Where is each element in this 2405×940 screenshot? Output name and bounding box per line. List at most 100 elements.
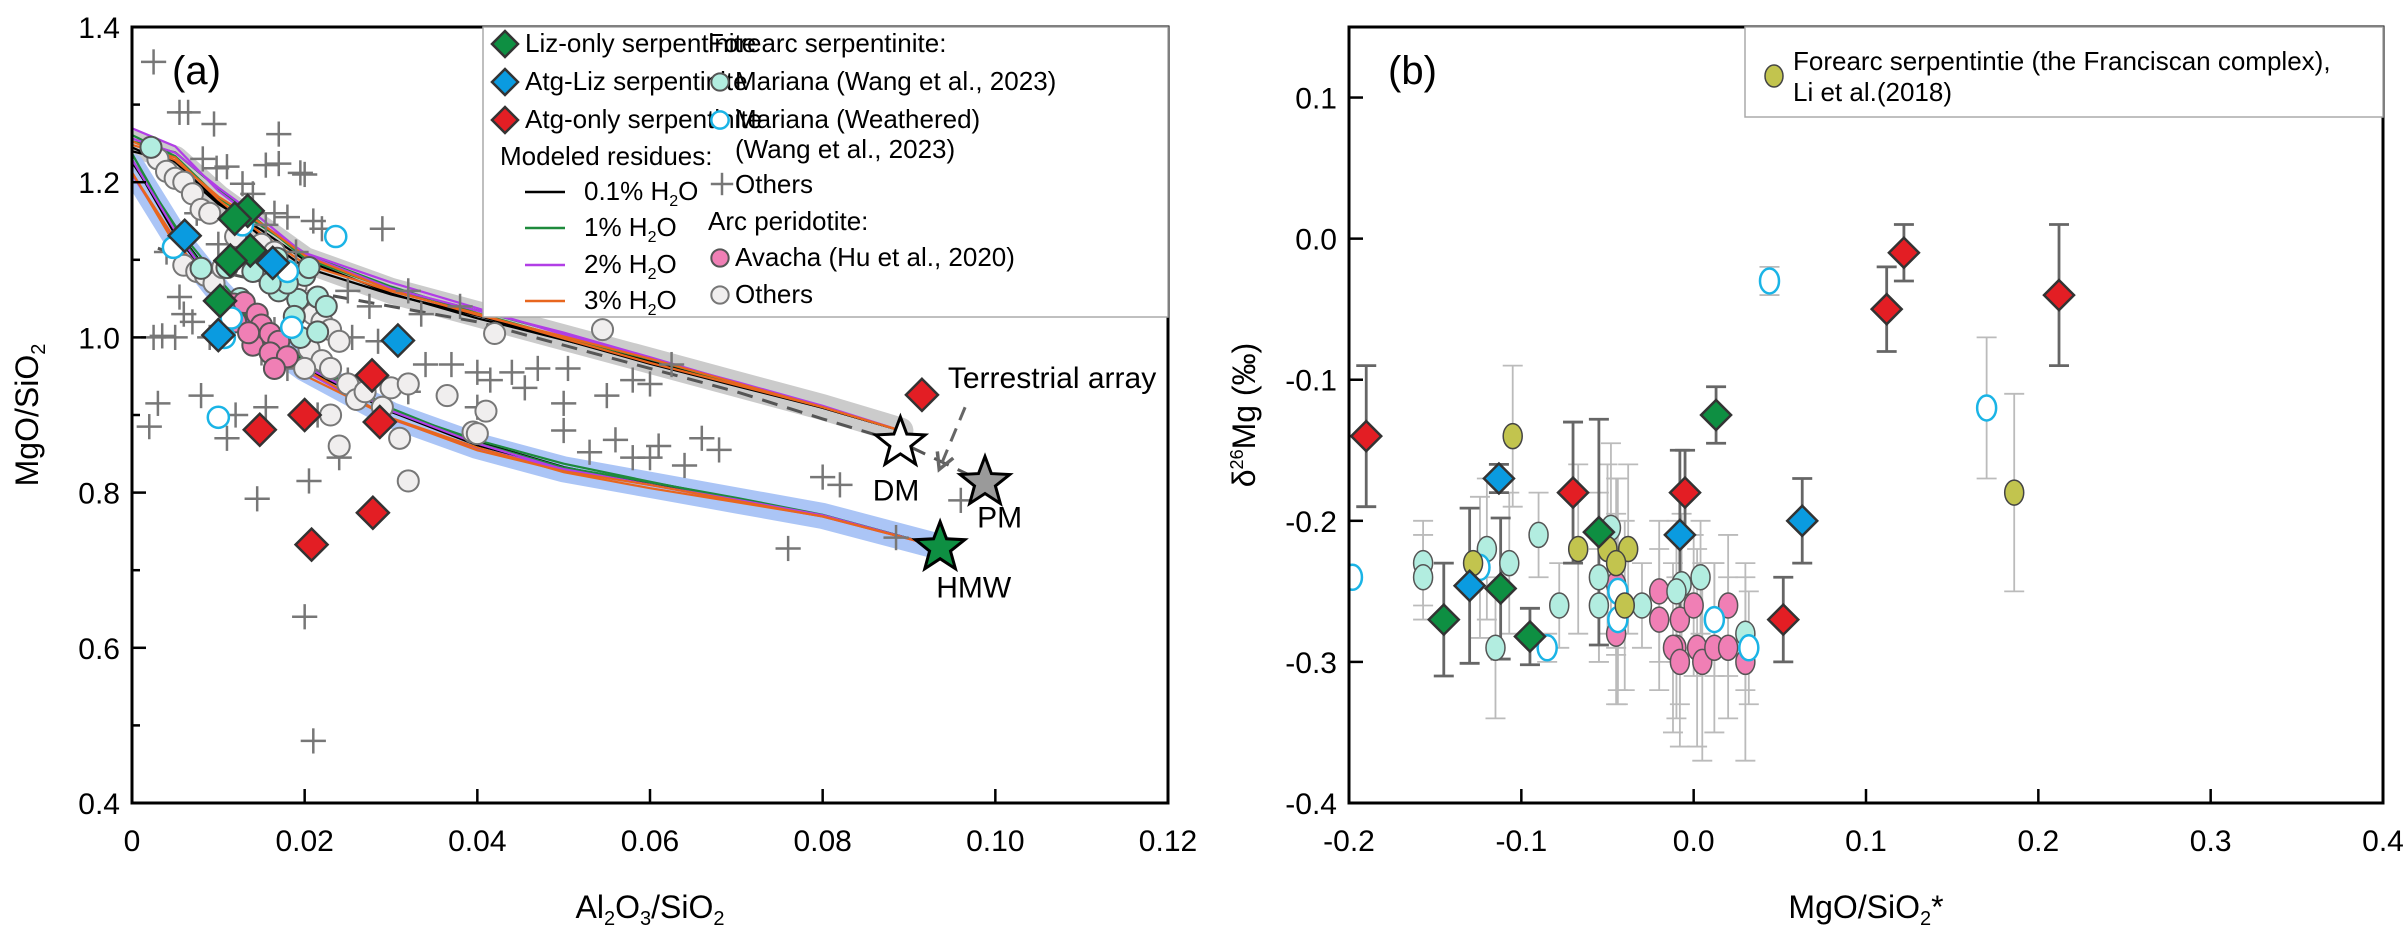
point-others_cross	[201, 111, 227, 137]
point-franciscan	[2003, 479, 2025, 506]
error-bars	[1356, 223, 2070, 762]
y-tick-label: 1.4	[78, 12, 120, 45]
point-others_cross	[637, 371, 663, 397]
point-others_circle	[590, 318, 615, 342]
star-dm	[871, 412, 930, 468]
panel-a: 0 0.02 0.04 0.06 0.08 0.10 0.12 0.4 0.6 0.8 1.0 1.2…	[9, 12, 1197, 930]
point-others_circle	[319, 403, 343, 427]
point-avacha	[262, 356, 286, 380]
annotation-terrestrial-array: Terrestrial array	[948, 362, 1156, 395]
point-others_cross	[464, 359, 490, 385]
point-mariana_weathered	[1758, 267, 1781, 295]
point-avacha	[1648, 578, 1670, 605]
arrow-head	[935, 451, 955, 473]
terrestrial-arrow	[937, 406, 967, 470]
point-others_cross	[145, 390, 171, 416]
point-others_cross	[395, 278, 421, 304]
y-tick-label: 0.8	[78, 478, 120, 511]
point-avacha	[1717, 592, 1739, 619]
y-axis-title: MgO/SiO2	[9, 344, 50, 487]
point-mariana_weathered	[1975, 394, 1998, 422]
annotation-dm: DM	[873, 474, 920, 507]
point-mariana	[1666, 578, 1687, 605]
point-others_cross	[883, 525, 909, 551]
point-others_cross	[447, 293, 473, 319]
y-tick-label: 0.4	[78, 788, 120, 821]
point-others_cross	[412, 351, 439, 378]
point-franciscan	[1502, 422, 1523, 450]
legend-heading: Arc peridotite:	[708, 206, 868, 236]
model-curve-h2o_3	[132, 140, 901, 432]
x-tick-label: 0.02	[275, 825, 333, 858]
point-mariana	[189, 256, 213, 280]
point-others_cross	[296, 468, 322, 494]
legend-marker-atg_only	[490, 105, 520, 135]
point-atg_liz	[200, 317, 237, 353]
point-atg_only	[1766, 602, 1801, 637]
point-atg_liz	[380, 322, 416, 359]
legend-marker-avacha	[710, 248, 730, 268]
point-others_cross	[266, 121, 292, 147]
point-mariana	[1548, 592, 1570, 619]
legend-label: Liz-only serpentinite	[525, 28, 756, 58]
x-axis-title: MgO/SiO2*	[1788, 889, 1943, 930]
legend-label: 1% H2O	[584, 212, 677, 246]
point-liz_only	[1699, 398, 1733, 432]
legend-label: Mariana (Wang et al., 2023)	[735, 66, 1056, 96]
annotation-hmw: HMW	[936, 571, 1012, 604]
point-mariana_weathered	[1349, 563, 1364, 592]
x-tick-label: 0.1	[1845, 825, 1887, 858]
point-mariana	[314, 294, 338, 318]
point-liz_only	[216, 200, 253, 237]
point-others_cross	[512, 375, 538, 401]
legend-label: 0.1% H2O	[584, 176, 698, 210]
point-mariana	[1528, 521, 1549, 549]
y-axis-title: δ26Mg (‰)	[1226, 343, 1262, 488]
point-mariana	[1588, 592, 1610, 619]
point-atg_liz	[254, 245, 291, 281]
point-liz_only	[212, 242, 249, 279]
y-tick-label: 0.1	[1295, 83, 1337, 116]
legend-label: 2% H2O	[584, 249, 677, 283]
point-others_cross	[292, 161, 318, 188]
plot-frame	[1347, 25, 2385, 805]
point-others_cross	[646, 433, 672, 459]
x-tick-label: 0.08	[793, 825, 851, 858]
axes: -0.2 -0.1 0.0 0.1 0.2 0.3 0.4 -0.4 -0.3 -0.2 -0.1 0…	[1285, 83, 2404, 858]
point-others_cross	[602, 427, 629, 453]
point-others_cross	[555, 355, 581, 382]
point-others_cross	[204, 155, 230, 181]
point-others_cross	[300, 728, 326, 754]
point-mariana	[1485, 634, 1506, 662]
point-others_cross	[438, 351, 465, 378]
point-others_cross	[253, 394, 279, 420]
point-others_cross	[190, 146, 216, 172]
point-others_cross	[175, 99, 201, 125]
data-points	[1349, 235, 2076, 676]
point-others_circle	[388, 426, 412, 450]
point-avacha	[1648, 606, 1670, 633]
point-others_cross	[188, 383, 214, 409]
point-others_cross	[149, 323, 175, 349]
point-others_cross	[356, 293, 383, 319]
point-franciscan	[1614, 592, 1635, 619]
legend-label: Forearc serpentintie (the Franciscan com…	[1793, 46, 2331, 76]
x-tick-label: 0.12	[1139, 825, 1197, 858]
point-mariana	[306, 320, 330, 344]
point-atg_only	[242, 411, 278, 448]
data-points	[136, 49, 974, 754]
point-others_cross	[179, 309, 206, 335]
point-franciscan	[1567, 535, 1589, 563]
point-atg_liz	[166, 217, 203, 254]
point-others_cross	[162, 324, 188, 350]
point-others_cross	[576, 439, 603, 465]
point-others_circle	[327, 329, 351, 353]
point-liz_only	[1427, 602, 1461, 637]
point-others_cross	[229, 171, 256, 197]
annotations: Terrestrial array DM PM HMW	[871, 362, 1156, 604]
y-tick-label: -0.1	[1285, 365, 1337, 398]
y-tick-label: -0.3	[1285, 647, 1337, 680]
point-others_cross	[689, 425, 715, 451]
point-avacha	[237, 321, 261, 345]
